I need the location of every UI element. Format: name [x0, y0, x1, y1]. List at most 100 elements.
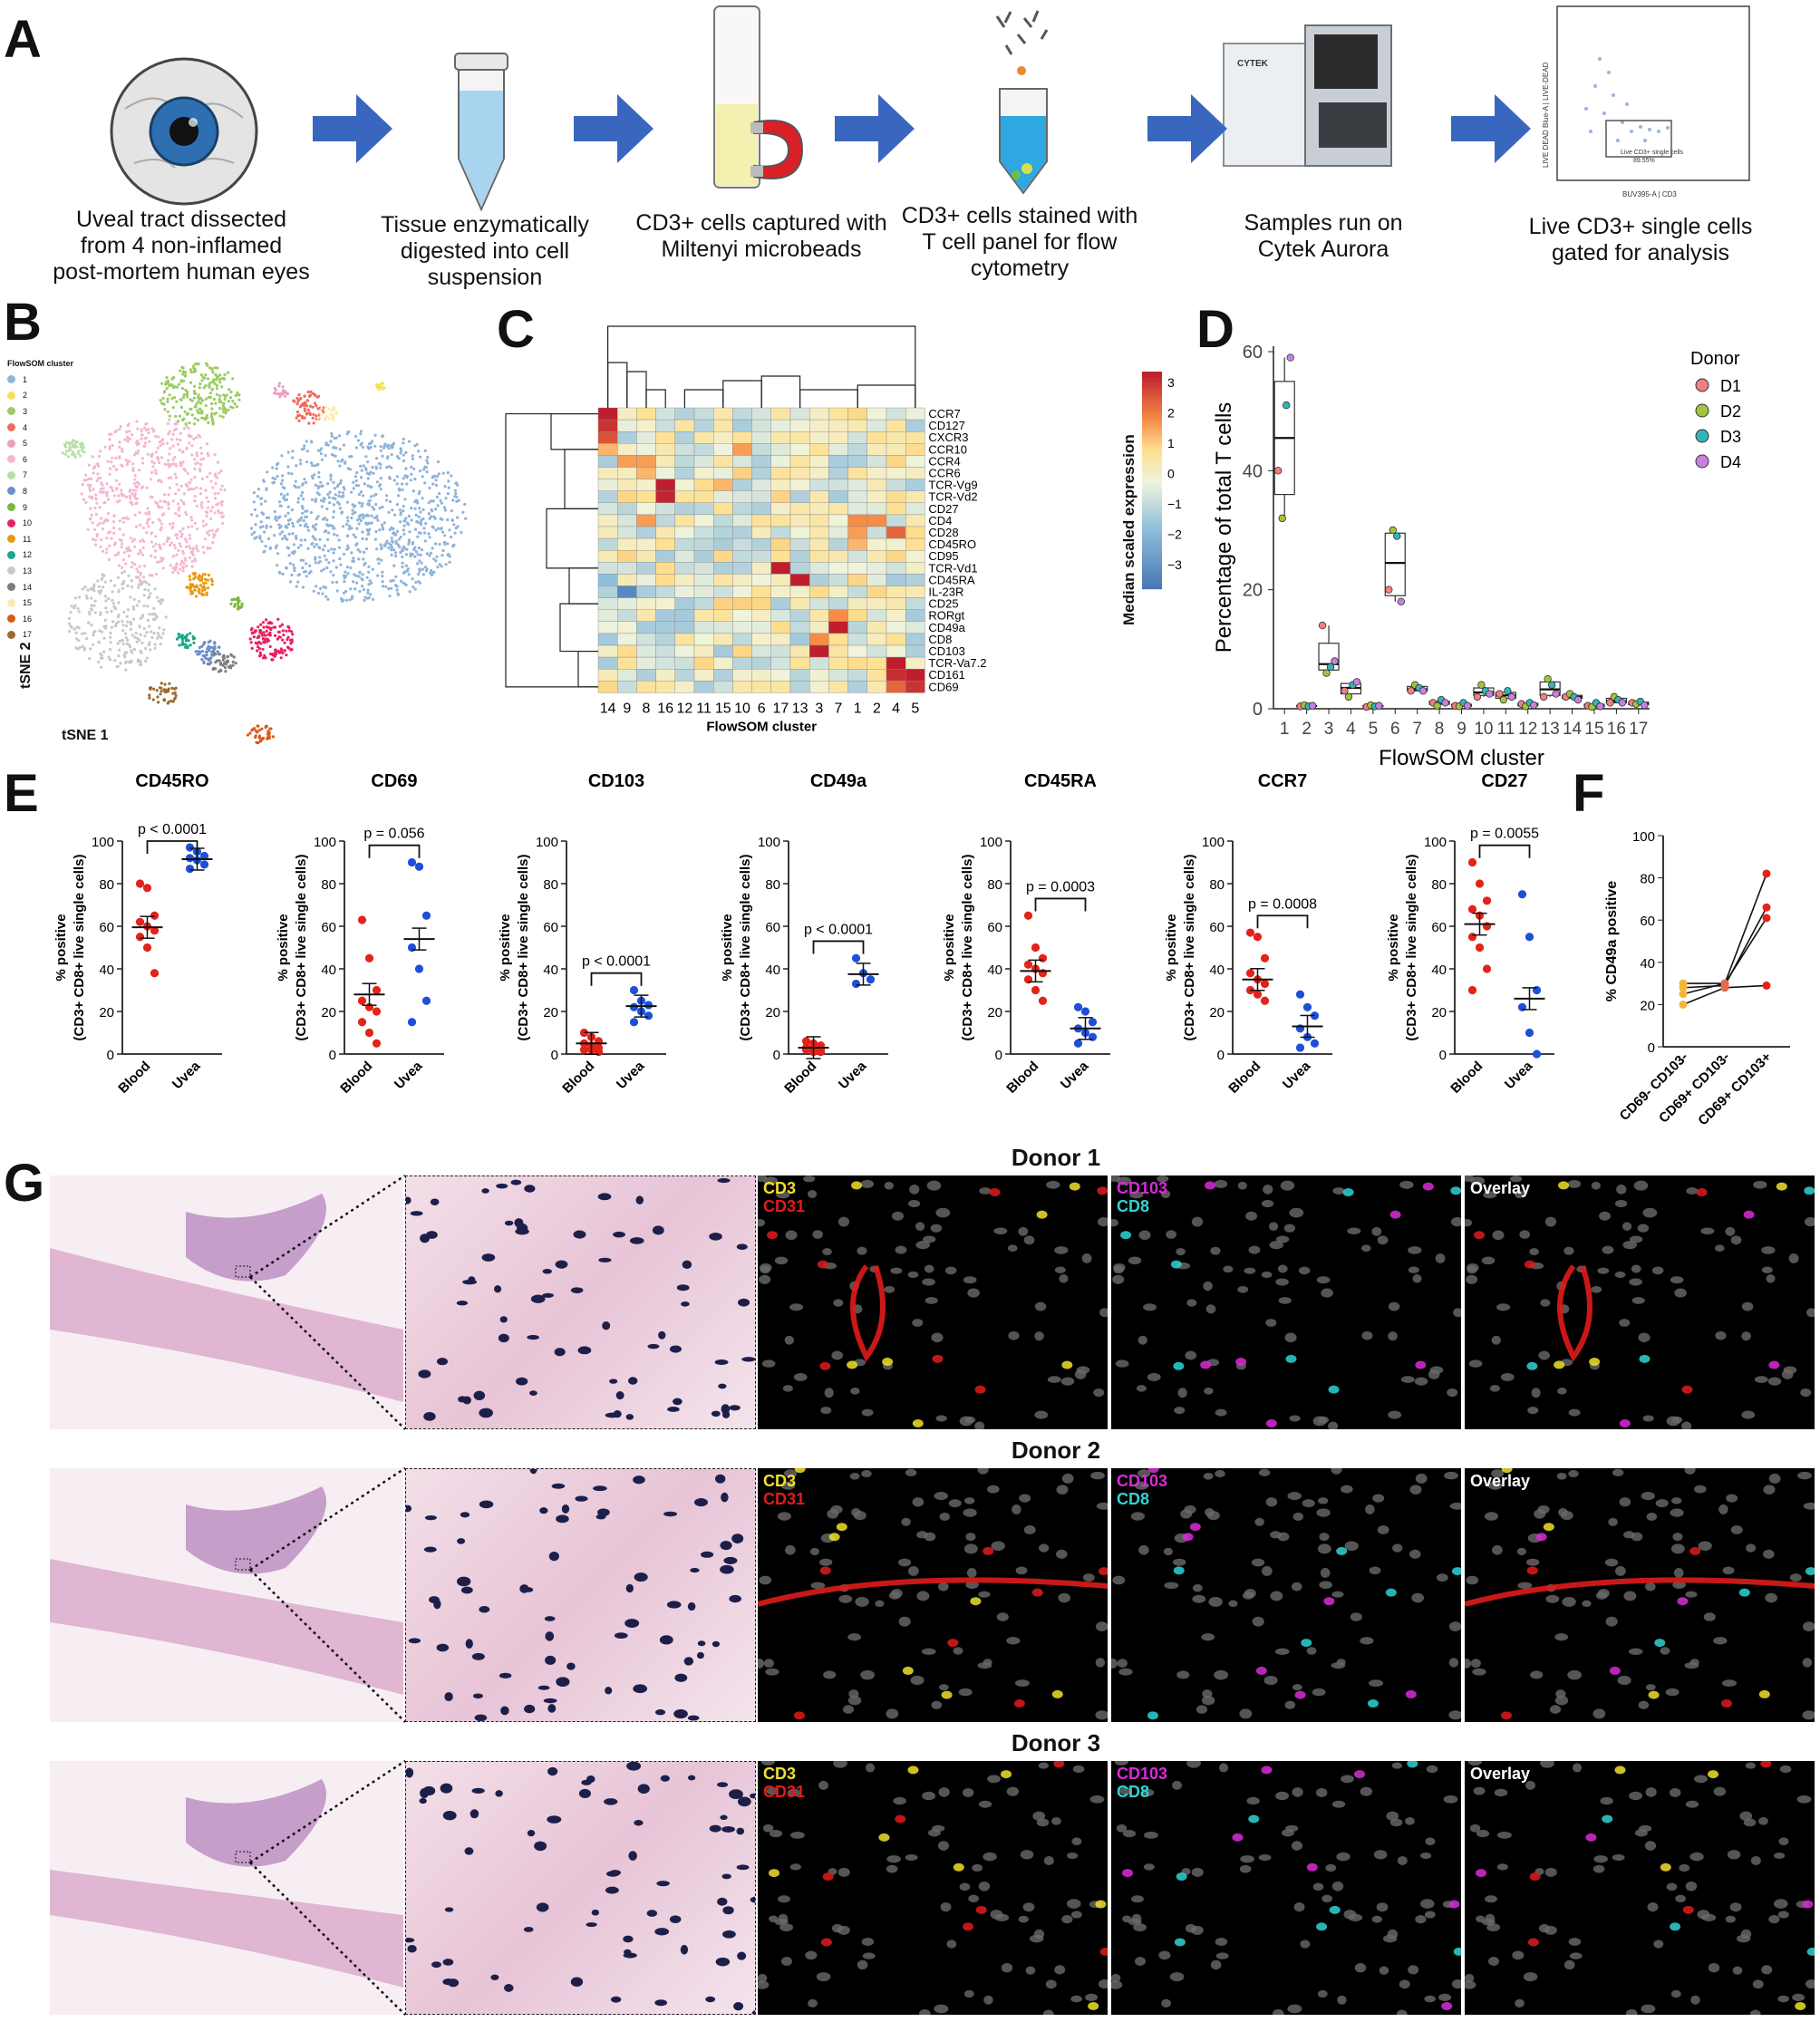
nucleus — [1655, 1499, 1669, 1508]
tsne-point — [294, 479, 297, 483]
tsne-point — [410, 553, 414, 556]
tsne-point — [104, 551, 108, 555]
tsne-point — [197, 400, 200, 404]
chart-title: CD45RA — [1024, 771, 1097, 791]
nucleus — [1415, 1915, 1427, 1924]
tsne-point — [401, 488, 404, 491]
nucleus — [1405, 1817, 1415, 1825]
tsne-point — [196, 527, 199, 531]
stained-cell — [912, 1418, 924, 1427]
tsne-point — [301, 585, 305, 589]
tsne-point — [359, 464, 363, 468]
nucleus — [1283, 1224, 1296, 1233]
legend-swatch — [1695, 403, 1709, 418]
tsne-point — [413, 444, 417, 448]
colorbar-segment — [1142, 586, 1162, 590]
nucleus — [915, 1241, 931, 1250]
nucleus — [1331, 1591, 1344, 1598]
heatmap-cell — [828, 609, 848, 623]
y-axis-label: % positive — [1386, 914, 1401, 981]
tsne-point — [149, 495, 152, 498]
nucleus — [1254, 1517, 1264, 1526]
tsne-point — [121, 566, 124, 570]
tsne-point — [282, 389, 286, 392]
tsne-point — [133, 635, 137, 639]
tsne-point — [154, 469, 158, 472]
nucleus — [861, 1470, 872, 1478]
data-point — [421, 996, 431, 1005]
tsne-point — [320, 569, 324, 573]
colorbar-segment — [1142, 421, 1162, 424]
tsne-point — [332, 516, 335, 519]
tsne-point — [390, 446, 393, 450]
tsne-point — [267, 516, 271, 519]
heatmap-cell — [866, 526, 887, 539]
nucleus — [1758, 1817, 1768, 1825]
tsne-point — [166, 410, 169, 413]
heatmap-cell — [866, 609, 887, 623]
tsne-point — [112, 520, 116, 524]
tsne-point — [309, 390, 313, 393]
tsne-point — [431, 509, 434, 513]
tsne-point — [258, 647, 262, 651]
tsne-point — [402, 477, 405, 480]
tsne-point — [416, 535, 420, 538]
tsne-point — [435, 555, 439, 558]
stained-cell — [847, 1360, 858, 1369]
tsne-point — [373, 494, 376, 498]
nucleus — [927, 1829, 941, 1837]
nucleus — [1039, 1543, 1050, 1553]
tsne-point — [371, 567, 374, 571]
nucleus — [736, 1243, 748, 1250]
tsne-point — [218, 659, 221, 663]
nucleus — [1186, 1761, 1201, 1768]
tsne-point — [73, 606, 76, 610]
nucleus — [1670, 1989, 1681, 1998]
heatmap-cell — [866, 467, 887, 479]
tsne-point — [213, 497, 217, 500]
data-point — [1023, 960, 1033, 969]
tsne-point — [362, 464, 365, 468]
nucleus — [979, 1187, 992, 1195]
nucleus — [419, 1797, 427, 1804]
tsne-point — [158, 543, 161, 547]
stained-cell — [1535, 1533, 1547, 1542]
nucleus — [1558, 1507, 1568, 1517]
tsne-point — [418, 581, 422, 585]
tsne-point — [339, 481, 343, 485]
tsne-point — [189, 398, 192, 401]
tsne-point — [424, 522, 428, 526]
nucleus — [722, 1930, 736, 1939]
tsne-point — [233, 402, 237, 406]
tsne-point — [256, 649, 259, 653]
tsne-point — [151, 465, 155, 469]
heatmap-cell — [828, 585, 848, 598]
chart-title: CD69 — [371, 771, 417, 791]
panel-label-e: E — [4, 764, 39, 823]
tsne-point — [361, 530, 364, 534]
tsne-point — [194, 559, 198, 563]
tsne-point — [102, 490, 106, 494]
tsne-point — [326, 524, 330, 527]
tsne-point — [403, 498, 407, 501]
he-overview-image: IrisCiliary bodyLimbus — [50, 1761, 403, 2015]
tissue-band — [186, 1779, 326, 1867]
tsne-point — [363, 598, 366, 602]
nucleus — [1805, 1978, 1815, 1989]
tsne-point — [357, 557, 361, 561]
tsne-point — [442, 506, 446, 509]
nucleus — [931, 1332, 944, 1343]
tsne-point — [305, 509, 309, 513]
stained-cell — [941, 1690, 953, 1699]
nucleus — [1562, 1597, 1576, 1607]
heatmap-row-label: CD27 — [928, 502, 958, 516]
tsne-point — [189, 589, 192, 593]
colorbar-segment — [1142, 518, 1162, 522]
tsne-point — [346, 544, 350, 547]
tsne-point — [99, 589, 103, 593]
tsne-point — [128, 494, 131, 498]
nucleus — [1215, 1408, 1227, 1417]
tsne-point — [366, 502, 370, 506]
nucleus — [1278, 1297, 1292, 1304]
tsne-point — [223, 372, 227, 376]
